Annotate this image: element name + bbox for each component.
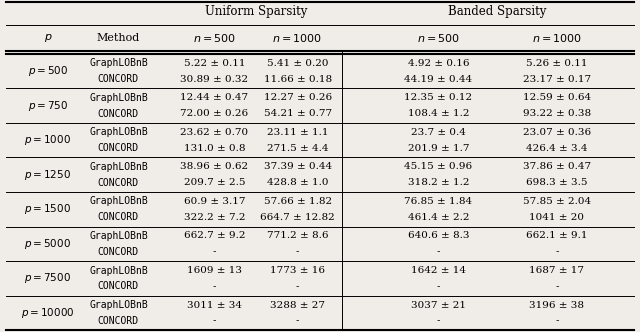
Text: GraphLOBnB: GraphLOBnB [89, 197, 148, 207]
Text: 12.27 ± 0.26: 12.27 ± 0.26 [264, 93, 332, 102]
Text: Method: Method [97, 33, 140, 43]
Text: 426.4 ± 3.4: 426.4 ± 3.4 [526, 144, 588, 153]
Text: $n = 1000$: $n = 1000$ [532, 32, 582, 44]
Text: 1773 ± 16: 1773 ± 16 [270, 266, 325, 275]
Text: CONCORD: CONCORD [98, 212, 139, 222]
Text: 131.0 ± 0.8: 131.0 ± 0.8 [184, 144, 245, 153]
Text: $p = 1000$: $p = 1000$ [24, 133, 72, 147]
Text: 664.7 ± 12.82: 664.7 ± 12.82 [260, 213, 335, 222]
Text: -: - [296, 247, 300, 256]
Text: CONCORD: CONCORD [98, 74, 139, 84]
Text: CONCORD: CONCORD [98, 109, 139, 119]
Text: -: - [212, 247, 216, 256]
Text: -: - [436, 282, 440, 291]
Text: 3288 ± 27: 3288 ± 27 [270, 300, 325, 310]
Text: GraphLOBnB: GraphLOBnB [89, 58, 148, 68]
Text: GraphLOBnB: GraphLOBnB [89, 162, 148, 172]
Text: $p = 750$: $p = 750$ [28, 99, 68, 113]
Text: $n = 500$: $n = 500$ [193, 32, 236, 44]
Text: $n = 1000$: $n = 1000$ [273, 32, 323, 44]
Text: CONCORD: CONCORD [98, 143, 139, 153]
Text: 1687 ± 17: 1687 ± 17 [529, 266, 584, 275]
Text: 5.26 ± 0.11: 5.26 ± 0.11 [526, 59, 588, 68]
Text: $p$: $p$ [44, 32, 52, 44]
Text: -: - [296, 316, 300, 325]
Text: GraphLOBnB: GraphLOBnB [89, 231, 148, 241]
Text: 662.1 ± 9.1: 662.1 ± 9.1 [526, 231, 588, 240]
Text: $p = 10000$: $p = 10000$ [21, 306, 75, 320]
Text: 72.00 ± 0.26: 72.00 ± 0.26 [180, 109, 248, 118]
Text: -: - [212, 282, 216, 291]
Text: $p = 1250$: $p = 1250$ [24, 168, 72, 182]
Text: 4.92 ± 0.16: 4.92 ± 0.16 [408, 59, 469, 68]
Text: 1041 ± 20: 1041 ± 20 [529, 213, 584, 222]
Text: 698.3 ± 3.5: 698.3 ± 3.5 [526, 178, 588, 187]
Text: -: - [436, 247, 440, 256]
Text: 322.2 ± 7.2: 322.2 ± 7.2 [184, 213, 245, 222]
Text: CONCORD: CONCORD [98, 178, 139, 188]
Text: 76.85 ± 1.84: 76.85 ± 1.84 [404, 197, 472, 206]
Text: 3037 ± 21: 3037 ± 21 [411, 300, 466, 310]
Text: $p = 7500$: $p = 7500$ [24, 272, 72, 286]
Text: 5.41 ± 0.20: 5.41 ± 0.20 [267, 59, 328, 68]
Text: 45.15 ± 0.96: 45.15 ± 0.96 [404, 162, 472, 171]
Text: $p = 1500$: $p = 1500$ [24, 202, 72, 216]
Text: GraphLOBnB: GraphLOBnB [89, 93, 148, 103]
Text: -: - [212, 316, 216, 325]
Text: 30.89 ± 0.32: 30.89 ± 0.32 [180, 74, 248, 84]
Text: -: - [555, 316, 559, 325]
Text: 23.62 ± 0.70: 23.62 ± 0.70 [180, 128, 248, 137]
Text: 44.19 ± 0.44: 44.19 ± 0.44 [404, 74, 472, 84]
Text: 38.96 ± 0.62: 38.96 ± 0.62 [180, 162, 248, 171]
Text: 209.7 ± 2.5: 209.7 ± 2.5 [184, 178, 245, 187]
Text: 271.5 ± 4.4: 271.5 ± 4.4 [267, 144, 328, 153]
Text: 3196 ± 38: 3196 ± 38 [529, 300, 584, 310]
Text: 1609 ± 13: 1609 ± 13 [187, 266, 242, 275]
Text: 23.7 ± 0.4: 23.7 ± 0.4 [411, 128, 466, 137]
Text: GraphLOBnB: GraphLOBnB [89, 127, 148, 137]
Text: 57.66 ± 1.82: 57.66 ± 1.82 [264, 197, 332, 206]
Text: 93.22 ± 0.38: 93.22 ± 0.38 [523, 109, 591, 118]
Text: 54.21 ± 0.77: 54.21 ± 0.77 [264, 109, 332, 118]
Text: GraphLOBnB: GraphLOBnB [89, 266, 148, 276]
Text: -: - [296, 282, 300, 291]
Text: 318.2 ± 1.2: 318.2 ± 1.2 [408, 178, 469, 187]
Text: $p = 5000$: $p = 5000$ [24, 237, 72, 251]
Text: 461.4 ± 2.2: 461.4 ± 2.2 [408, 213, 469, 222]
Text: 57.85 ± 2.04: 57.85 ± 2.04 [523, 197, 591, 206]
Text: 640.6 ± 8.3: 640.6 ± 8.3 [408, 231, 469, 240]
Text: 23.07 ± 0.36: 23.07 ± 0.36 [523, 128, 591, 137]
Text: 37.39 ± 0.44: 37.39 ± 0.44 [264, 162, 332, 171]
Text: $n = 500$: $n = 500$ [417, 32, 460, 44]
Text: 60.9 ± 3.17: 60.9 ± 3.17 [184, 197, 245, 206]
Text: 23.11 ± 1.1: 23.11 ± 1.1 [267, 128, 328, 137]
Text: 23.17 ± 0.17: 23.17 ± 0.17 [523, 74, 591, 84]
Text: 12.44 ± 0.47: 12.44 ± 0.47 [180, 93, 248, 102]
Text: -: - [555, 282, 559, 291]
Text: 37.86 ± 0.47: 37.86 ± 0.47 [523, 162, 591, 171]
Text: -: - [555, 247, 559, 256]
Text: 1642 ± 14: 1642 ± 14 [411, 266, 466, 275]
Text: 201.9 ± 1.7: 201.9 ± 1.7 [408, 144, 469, 153]
Text: 108.4 ± 1.2: 108.4 ± 1.2 [408, 109, 469, 118]
Text: -: - [436, 316, 440, 325]
Text: GraphLOBnB: GraphLOBnB [89, 300, 148, 310]
Text: 3011 ± 34: 3011 ± 34 [187, 300, 242, 310]
Text: CONCORD: CONCORD [98, 282, 139, 291]
Text: 771.2 ± 8.6: 771.2 ± 8.6 [267, 231, 328, 240]
Text: $p = 500$: $p = 500$ [28, 64, 68, 78]
Text: Uniform Sparsity: Uniform Sparsity [205, 5, 307, 18]
Text: Banded Sparsity: Banded Sparsity [449, 5, 547, 18]
Text: CONCORD: CONCORD [98, 316, 139, 326]
Text: CONCORD: CONCORD [98, 247, 139, 257]
Text: 5.22 ± 0.11: 5.22 ± 0.11 [184, 59, 245, 68]
Text: 662.7 ± 9.2: 662.7 ± 9.2 [184, 231, 245, 240]
Text: 12.35 ± 0.12: 12.35 ± 0.12 [404, 93, 472, 102]
Text: 11.66 ± 0.18: 11.66 ± 0.18 [264, 74, 332, 84]
Text: 428.8 ± 1.0: 428.8 ± 1.0 [267, 178, 328, 187]
Text: 12.59 ± 0.64: 12.59 ± 0.64 [523, 93, 591, 102]
